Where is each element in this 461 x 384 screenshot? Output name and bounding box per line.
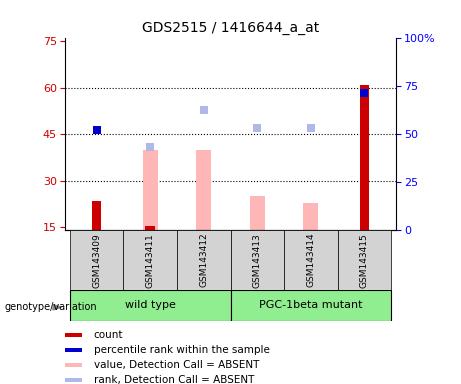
Bar [65,333,82,337]
Bar [124,230,177,290]
Bar [303,202,318,230]
Bar [145,227,155,230]
Bar [230,290,391,321]
Bar [360,85,369,230]
Point [93,127,100,133]
Text: count: count [94,330,123,340]
Text: PGC-1beta mutant: PGC-1beta mutant [259,300,362,310]
Title: GDS2515 / 1416644_a_at: GDS2515 / 1416644_a_at [142,21,319,35]
Text: GSM143412: GSM143412 [199,233,208,288]
Point [361,89,368,96]
Text: wild type: wild type [125,300,176,310]
Text: GSM143414: GSM143414 [306,233,315,288]
Text: GSM143413: GSM143413 [253,233,262,288]
Text: GSM143411: GSM143411 [146,233,155,288]
Text: percentile rank within the sample: percentile rank within the sample [94,345,270,355]
Text: rank, Detection Call = ABSENT: rank, Detection Call = ABSENT [94,375,254,384]
Text: genotype/variation: genotype/variation [5,302,97,312]
Bar [65,348,82,352]
Bar [92,201,101,230]
Point [307,125,314,131]
Bar [65,363,82,367]
Bar [70,230,124,290]
Point [254,125,261,131]
Text: GSM143409: GSM143409 [92,233,101,288]
Point [200,106,207,113]
Text: GSM143415: GSM143415 [360,233,369,288]
Bar [70,290,230,321]
Bar [143,150,158,230]
Text: value, Detection Call = ABSENT: value, Detection Call = ABSENT [94,360,259,370]
Polygon shape [53,305,61,310]
Bar [284,230,337,290]
Bar [230,230,284,290]
Bar [65,378,82,382]
Bar [337,230,391,290]
Bar [196,150,211,230]
Point [147,144,154,150]
Bar [250,196,265,230]
Bar [177,230,230,290]
